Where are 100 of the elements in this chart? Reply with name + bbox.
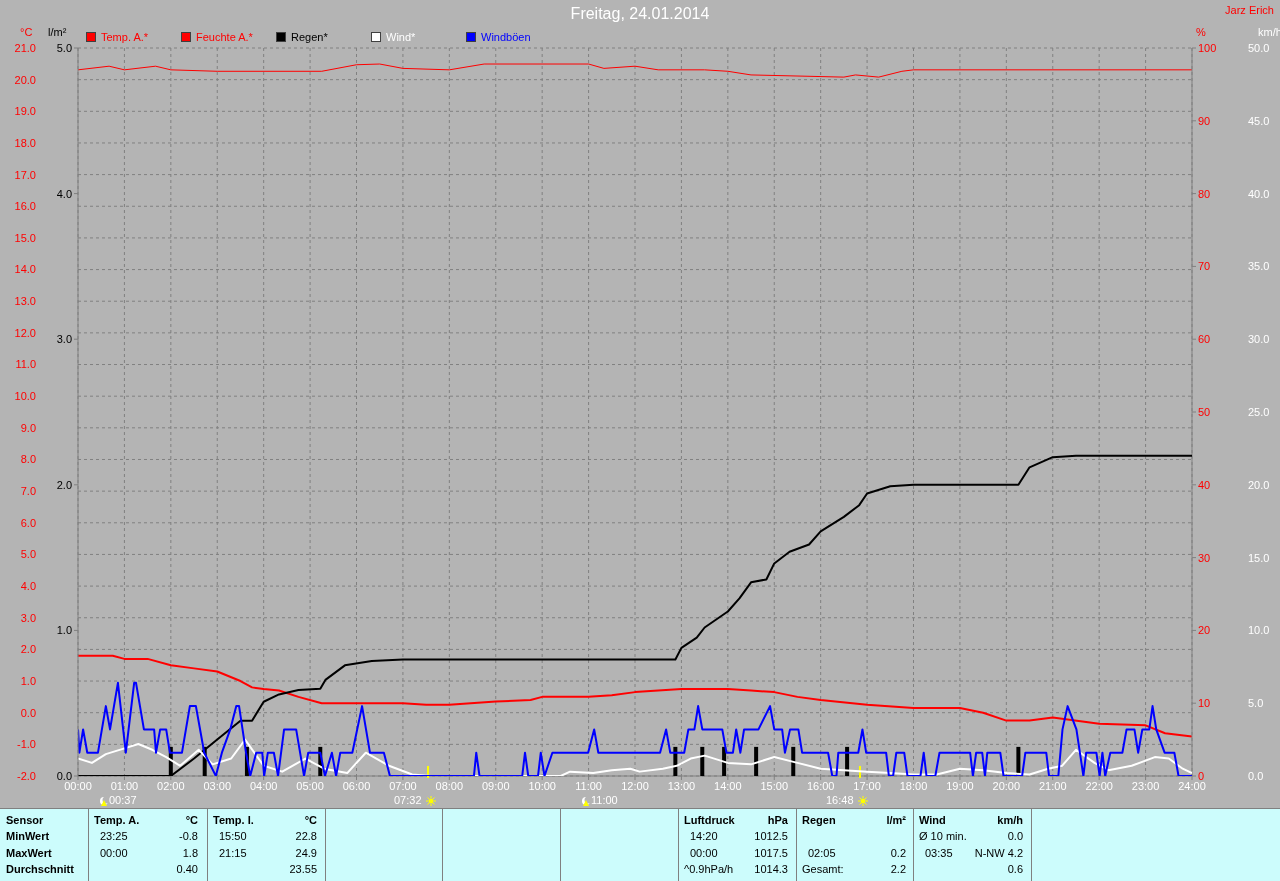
text: 23:25 xyxy=(100,830,128,842)
y2-tick-label: 20 xyxy=(1198,624,1211,637)
x-tick-label: 20:00 xyxy=(992,779,1021,792)
x-tick-label: 18:00 xyxy=(899,779,928,792)
text: °C xyxy=(185,814,198,826)
text: Wind xyxy=(919,814,946,826)
line-series xyxy=(78,63,1192,78)
x-tick-label: 24:00 xyxy=(1178,779,1206,792)
text: 22.8 xyxy=(295,830,317,842)
y2-tick-label: 80 xyxy=(1198,187,1211,200)
text: 07:32 xyxy=(394,794,422,806)
y-tick-label: 5.0 xyxy=(20,548,36,561)
y-tick-label: 0.0 xyxy=(20,706,36,719)
text: 0.2 xyxy=(890,847,906,859)
text: 02:05 xyxy=(808,847,836,859)
x-tick-label: 06:00 xyxy=(342,779,371,792)
x-tick-label: 03:00 xyxy=(203,779,232,792)
legend-label: Wind* xyxy=(386,31,416,43)
text: Ø 10 min. xyxy=(919,830,967,842)
text: 1014.3 xyxy=(754,863,788,875)
text: 24.9 xyxy=(295,847,317,859)
text: 00:37 xyxy=(109,794,137,806)
y-tick-label: 15.0 xyxy=(14,231,36,244)
y-tick-label: 11.0 xyxy=(15,358,36,371)
y2-tick-label: 30 xyxy=(1198,551,1211,564)
text: Sensor xyxy=(6,814,44,826)
y2-tick-label: 5.0 xyxy=(1248,697,1264,710)
x-tick-label: 05:00 xyxy=(296,779,324,792)
x-tick-label: 00:00 xyxy=(64,779,92,792)
x-tick-label: 07:00 xyxy=(389,779,417,792)
x-tick-label: 15:00 xyxy=(760,779,789,792)
text: 03:35 xyxy=(925,847,953,859)
y-tick-label: 10.0 xyxy=(14,390,36,403)
text: 00:00 xyxy=(100,847,128,859)
x-tick-label: 22:00 xyxy=(1085,779,1113,792)
x-tick-label: 10:00 xyxy=(528,779,556,792)
x-tick-label: 08:00 xyxy=(435,779,464,792)
y-tick-label: 1.0 xyxy=(20,674,36,687)
x-tick-label: 09:00 xyxy=(481,779,510,792)
chart-title: Freitag, 24.01.2014 xyxy=(570,5,710,22)
y-tick-label: -1.0 xyxy=(17,738,36,751)
legend-label: Feuchte A.* xyxy=(196,31,253,43)
text: °C xyxy=(304,814,317,826)
y2-tick-label: 50.0 xyxy=(1248,41,1270,54)
text: Temp. A. xyxy=(94,814,140,826)
text: Temp. I. xyxy=(213,814,254,826)
y-tick-label: 0.0 xyxy=(56,769,72,782)
y-tick-label: -2.0 xyxy=(17,769,36,782)
x-tick-label: 19:00 xyxy=(946,779,974,792)
y2-tick-label: 70 xyxy=(1198,260,1211,273)
y-tick-label: 21.0 xyxy=(14,41,36,54)
text: 0.0 xyxy=(1007,830,1023,842)
y2-tick-label: 100 xyxy=(1198,41,1217,54)
text: l/m² xyxy=(886,814,906,826)
text: Durchschnitt xyxy=(6,863,74,875)
x-tick-label: 11:00 xyxy=(575,779,602,792)
y-tick-label: 2.0 xyxy=(20,643,36,656)
text: Gesamt: xyxy=(802,863,844,875)
y2-tick-label: 50 xyxy=(1198,405,1211,418)
x-tick-label: 17:00 xyxy=(853,779,881,792)
text: hPa xyxy=(767,814,788,826)
y-tick-label: 3.0 xyxy=(56,333,72,346)
text: 1.8 xyxy=(182,847,198,859)
y-axis-title: l/m² xyxy=(48,26,67,38)
y-tick-label: 19.0 xyxy=(14,105,36,118)
y2-axis-title: % xyxy=(1196,26,1206,38)
x-tick-label: 01:00 xyxy=(110,779,139,792)
text: 0.6 xyxy=(1007,863,1023,875)
y2-tick-label: 0.0 xyxy=(1248,769,1264,782)
text: N-NW 4.2 xyxy=(974,847,1023,859)
y2-tick-label: 15.0 xyxy=(1248,551,1270,564)
text: Luftdruck xyxy=(684,814,735,826)
legend-label: Windböen xyxy=(481,31,531,43)
y-tick-label: 4.0 xyxy=(20,579,36,592)
y-tick-label: 2.0 xyxy=(56,478,72,491)
y2-tick-label: 45.0 xyxy=(1248,114,1270,127)
text: km/h xyxy=(997,814,1023,826)
x-tick-label: 16:00 xyxy=(806,779,835,792)
x-tick-label: 21:00 xyxy=(1038,779,1067,792)
text: 00:00 xyxy=(690,847,718,859)
y-tick-label: 18.0 xyxy=(14,136,36,149)
text: 16:48 xyxy=(826,794,854,806)
x-tick-label: 04:00 xyxy=(249,779,278,792)
legend-label: Regen* xyxy=(291,31,328,43)
text: 1012.5 xyxy=(754,830,788,842)
text: Regen xyxy=(802,814,836,826)
text: Jarz Erich xyxy=(1225,4,1274,16)
y2-tick-label: 60 xyxy=(1198,333,1211,346)
text: 15:50 xyxy=(219,830,247,842)
text: -0.8 xyxy=(179,830,198,842)
y2-tick-label: 30.0 xyxy=(1248,333,1270,346)
y2-tick-label: 35.0 xyxy=(1248,260,1270,273)
x-tick-label: 14:00 xyxy=(714,779,742,792)
y-tick-label: 6.0 xyxy=(20,516,36,529)
y-tick-label: 16.0 xyxy=(14,200,36,213)
text: 11:00 xyxy=(591,794,618,806)
y-tick-label: 3.0 xyxy=(20,611,36,624)
y2-tick-label: 0 xyxy=(1198,769,1205,782)
y2-tick-label: 10.0 xyxy=(1248,624,1270,637)
y-tick-label: 5.0 xyxy=(56,41,72,54)
